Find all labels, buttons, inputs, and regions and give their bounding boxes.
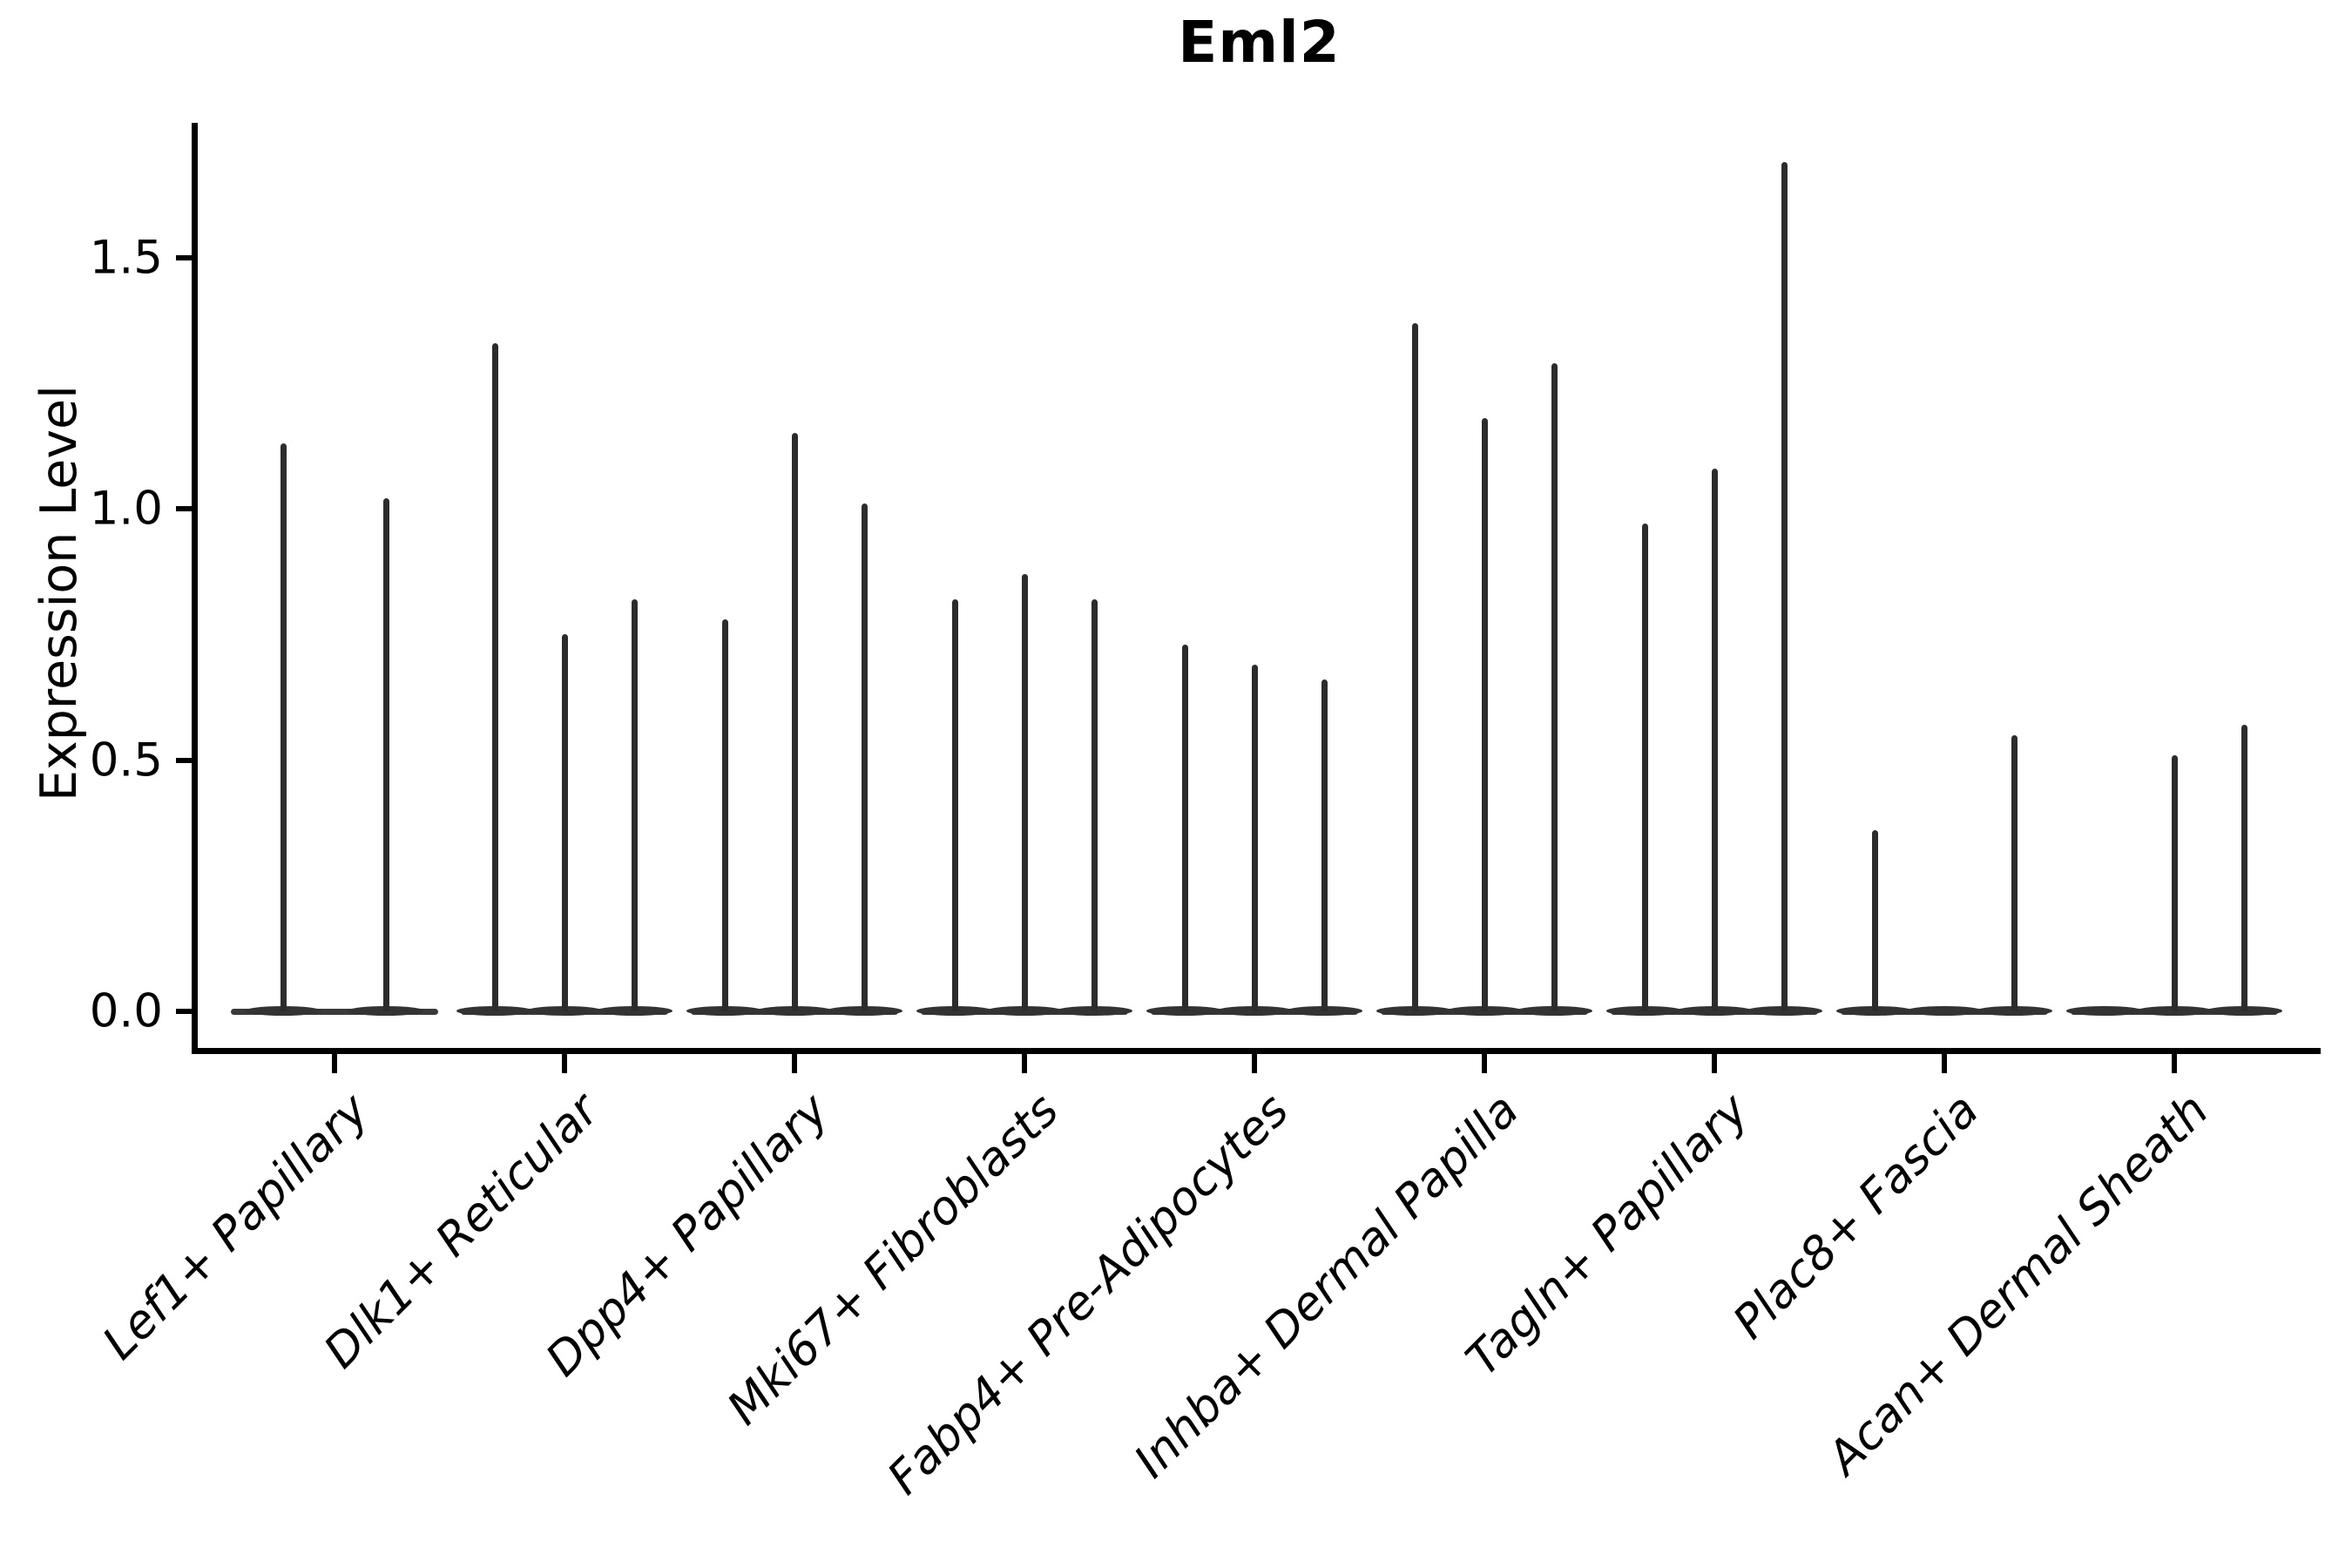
y-tick-label: 0.0 (89, 984, 163, 1038)
violin-spike (631, 598, 638, 1011)
violin-spike (2240, 725, 2247, 1011)
x-tick-mark (1252, 1054, 1257, 1073)
x-tick-mark (2172, 1054, 2177, 1073)
violin-spike (280, 443, 287, 1011)
y-tick-label: 1.0 (89, 482, 163, 536)
x-tick-mark (1022, 1054, 1027, 1073)
x-tick-mark (332, 1054, 337, 1073)
y-tick-label: 1.5 (89, 231, 163, 284)
x-tick-mark (1942, 1054, 1947, 1073)
violin-spike (1481, 418, 1488, 1011)
violin-spike (1411, 322, 1418, 1011)
x-tick-label: Acan+ Dermal Sheath (1817, 1084, 2220, 1485)
violin-spike (791, 433, 798, 1011)
x-tick-label: Fabp4+ Pre-Adipocytes (877, 1084, 1300, 1505)
y-tick-mark (176, 254, 192, 260)
violin-spike (1091, 598, 1098, 1011)
violin-base-line (231, 1009, 438, 1015)
violin-body (1906, 1005, 1983, 1016)
violin-spike (1641, 524, 1648, 1011)
y-tick-mark (176, 506, 192, 511)
violin-spike (951, 598, 958, 1011)
violin-spike (382, 498, 389, 1011)
violin-spike (861, 504, 868, 1011)
violin-spike (1181, 644, 1188, 1011)
violin-spike (2171, 754, 2178, 1011)
y-tick-mark (176, 1009, 192, 1014)
y-tick-mark (176, 757, 192, 763)
y-tick-label: 0.5 (89, 733, 163, 787)
violin-spike (1781, 161, 1788, 1011)
violin-spike (561, 634, 568, 1011)
violin-spike (2011, 734, 2017, 1011)
violin-body (2066, 1005, 2143, 1016)
violin-spike (1251, 664, 1258, 1011)
violin-spike (1321, 679, 1328, 1011)
x-tick-label: Plac8+ Fascia (1723, 1084, 1990, 1349)
x-tick-mark (562, 1054, 567, 1073)
x-tick-label: Inhba+ Dermal Papilla (1124, 1084, 1530, 1489)
violin-spike (491, 342, 498, 1011)
violin-spike (1021, 574, 1028, 1011)
y-axis-spine (192, 123, 198, 1054)
x-tick-mark (792, 1054, 797, 1073)
chart-title: Eml2 (1178, 9, 1341, 76)
violin-spike (1551, 362, 1558, 1011)
x-tick-mark (1482, 1054, 1487, 1073)
violin-spike (721, 618, 728, 1011)
violin-spike (1871, 830, 1878, 1011)
x-axis-spine (192, 1048, 2321, 1054)
y-axis-label: Expression Level (30, 385, 88, 801)
x-tick-mark (1712, 1054, 1717, 1073)
violin-spike (1711, 468, 1718, 1011)
